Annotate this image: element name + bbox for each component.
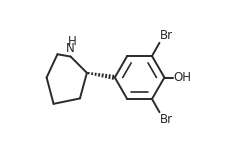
Text: Br: Br xyxy=(160,113,173,126)
Text: N: N xyxy=(66,42,75,55)
Text: H: H xyxy=(68,35,76,48)
Text: Br: Br xyxy=(160,29,173,42)
Text: OH: OH xyxy=(174,71,192,84)
